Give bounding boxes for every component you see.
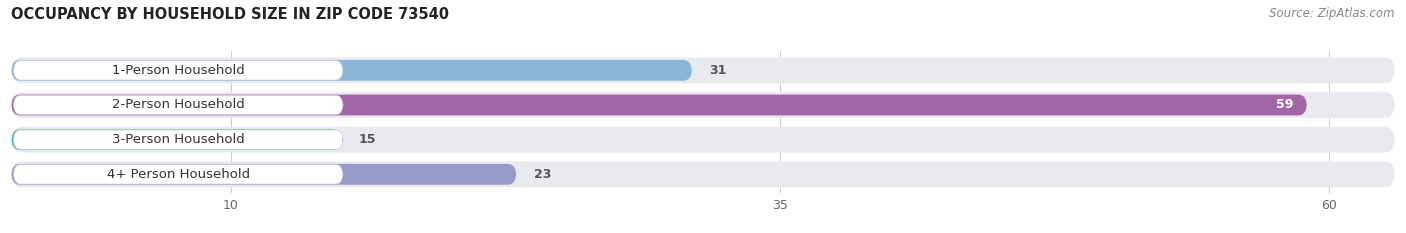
Text: Source: ZipAtlas.com: Source: ZipAtlas.com: [1270, 7, 1395, 20]
Text: 3-Person Household: 3-Person Household: [111, 133, 245, 146]
Text: 2-Person Household: 2-Person Household: [111, 99, 245, 112]
FancyBboxPatch shape: [11, 92, 1395, 118]
Text: 31: 31: [710, 64, 727, 77]
FancyBboxPatch shape: [11, 58, 1395, 83]
Text: 15: 15: [359, 133, 375, 146]
Text: 23: 23: [534, 168, 551, 181]
FancyBboxPatch shape: [11, 127, 1395, 152]
FancyBboxPatch shape: [11, 60, 692, 81]
FancyBboxPatch shape: [14, 61, 343, 80]
Text: 1-Person Household: 1-Person Household: [111, 64, 245, 77]
FancyBboxPatch shape: [11, 161, 1395, 187]
Text: OCCUPANCY BY HOUSEHOLD SIZE IN ZIP CODE 73540: OCCUPANCY BY HOUSEHOLD SIZE IN ZIP CODE …: [11, 7, 450, 22]
Text: 59: 59: [1277, 99, 1294, 112]
FancyBboxPatch shape: [11, 95, 1308, 115]
FancyBboxPatch shape: [11, 164, 516, 185]
FancyBboxPatch shape: [14, 130, 343, 149]
Text: 4+ Person Household: 4+ Person Household: [107, 168, 250, 181]
FancyBboxPatch shape: [11, 129, 340, 150]
FancyBboxPatch shape: [14, 165, 343, 184]
FancyBboxPatch shape: [14, 95, 343, 115]
